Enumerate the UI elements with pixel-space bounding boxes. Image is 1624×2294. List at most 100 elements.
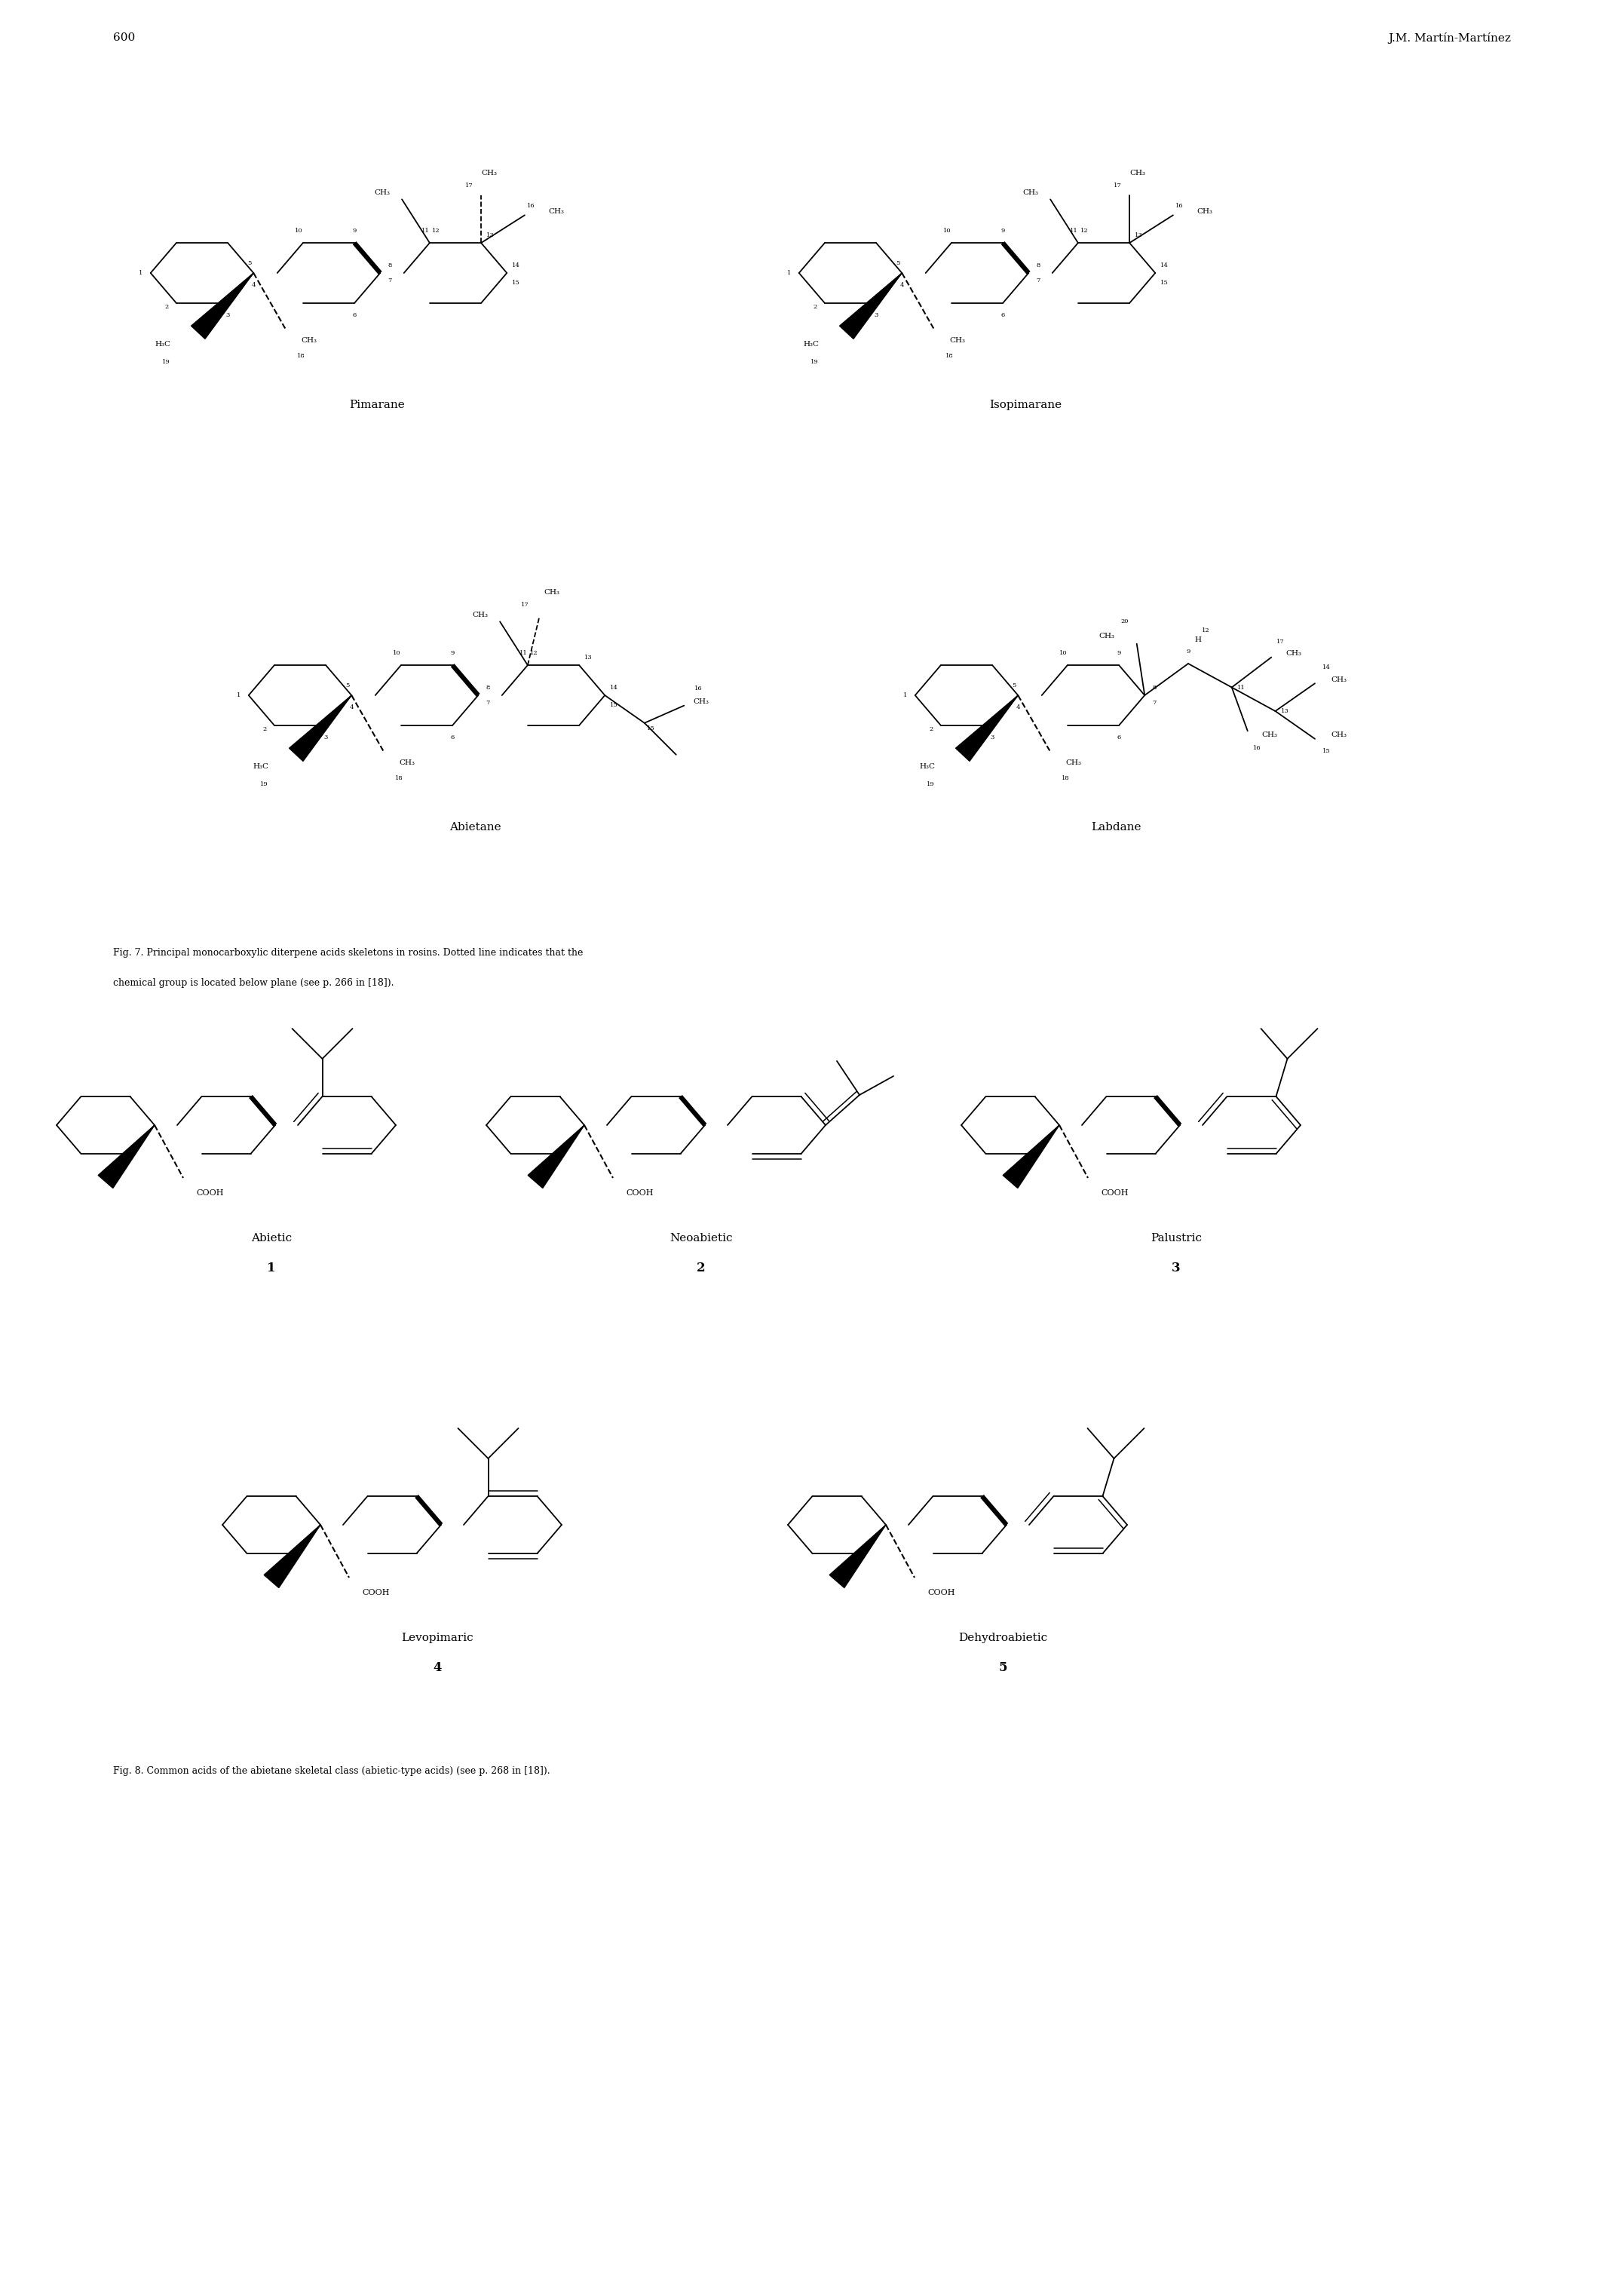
Text: 7: 7: [486, 700, 490, 707]
Text: 13: 13: [585, 654, 593, 661]
Text: 16: 16: [1254, 746, 1262, 752]
Text: 3: 3: [226, 312, 231, 319]
Text: 2: 2: [929, 727, 934, 732]
Text: 9: 9: [450, 649, 455, 656]
Text: 12: 12: [432, 227, 440, 234]
Text: 1: 1: [788, 271, 791, 275]
Text: 9: 9: [1117, 649, 1121, 656]
Text: 7: 7: [388, 278, 391, 284]
Text: Abietane: Abietane: [450, 821, 500, 833]
Text: 18: 18: [1062, 775, 1070, 782]
Text: H₃C: H₃C: [802, 342, 818, 349]
Text: 600: 600: [114, 32, 135, 44]
Text: 5: 5: [896, 262, 900, 266]
Text: 4: 4: [1017, 704, 1020, 711]
Text: COOH: COOH: [362, 1590, 390, 1597]
Text: H₃C: H₃C: [154, 342, 171, 349]
Text: CH₃: CH₃: [1023, 190, 1038, 197]
Text: 8: 8: [1036, 262, 1039, 268]
Text: CH₃: CH₃: [1330, 677, 1346, 684]
Text: COOH: COOH: [1101, 1188, 1129, 1197]
Text: COOH: COOH: [927, 1590, 955, 1597]
Text: 14: 14: [1161, 262, 1169, 268]
Text: COOH: COOH: [197, 1188, 224, 1197]
Text: 4: 4: [900, 282, 905, 287]
Text: 4: 4: [434, 1661, 442, 1675]
Text: 13: 13: [1135, 232, 1143, 239]
Text: Labdane: Labdane: [1091, 821, 1142, 833]
Text: 6: 6: [1117, 734, 1121, 741]
Polygon shape: [1004, 1124, 1059, 1188]
Text: CH₃: CH₃: [1286, 649, 1301, 656]
Text: chemical group is located below plane (see p. 266 in [18]).: chemical group is located below plane (s…: [114, 977, 395, 989]
Text: Abietic: Abietic: [252, 1232, 292, 1243]
Text: 10: 10: [1059, 649, 1067, 656]
Text: COOH: COOH: [625, 1188, 653, 1197]
Polygon shape: [192, 273, 253, 340]
Text: 19: 19: [927, 780, 935, 787]
Text: 9: 9: [1186, 649, 1190, 654]
Polygon shape: [955, 695, 1018, 762]
Text: 14: 14: [611, 684, 619, 690]
Text: 17: 17: [1114, 184, 1122, 188]
Text: 16: 16: [1176, 202, 1184, 209]
Text: 5: 5: [346, 684, 349, 688]
Text: CH₃: CH₃: [300, 337, 317, 344]
Text: 12: 12: [529, 649, 538, 656]
Text: 15: 15: [611, 702, 619, 709]
Text: CH₃: CH₃: [693, 697, 710, 704]
Text: 10: 10: [944, 227, 952, 234]
Text: Palustric: Palustric: [1150, 1232, 1202, 1243]
Text: 1: 1: [140, 271, 143, 275]
Polygon shape: [289, 695, 351, 762]
Text: 2: 2: [697, 1262, 705, 1275]
Text: 13: 13: [487, 232, 495, 239]
Text: CH₃: CH₃: [1197, 209, 1213, 216]
Text: 20: 20: [1121, 619, 1129, 624]
Text: 1: 1: [266, 1262, 276, 1275]
Text: 5: 5: [999, 1661, 1007, 1675]
Text: 14: 14: [1322, 665, 1330, 670]
Text: 4: 4: [252, 282, 255, 287]
Text: CH₃: CH₃: [1065, 759, 1082, 766]
Text: 17: 17: [521, 601, 529, 608]
Text: 2: 2: [263, 727, 266, 732]
Text: 9: 9: [1000, 227, 1005, 234]
Text: CH₃: CH₃: [400, 759, 414, 766]
Text: 12: 12: [1080, 227, 1088, 234]
Text: CH₃: CH₃: [950, 337, 965, 344]
Text: CH₃: CH₃: [1262, 732, 1278, 739]
Text: 10: 10: [296, 227, 304, 234]
Text: 3: 3: [323, 734, 328, 741]
Text: 7: 7: [1036, 278, 1039, 284]
Text: 6: 6: [450, 734, 455, 741]
Text: H: H: [1194, 635, 1202, 642]
Text: 16: 16: [695, 686, 702, 690]
Text: 8: 8: [388, 262, 391, 268]
Text: 16: 16: [526, 202, 534, 209]
Text: J.M. Martín-Martínez: J.M. Martín-Martínez: [1389, 32, 1510, 44]
Text: 2: 2: [814, 305, 817, 310]
Text: H₃C: H₃C: [253, 764, 268, 771]
Text: 4: 4: [349, 704, 354, 711]
Text: 3: 3: [991, 734, 994, 741]
Text: CH₃: CH₃: [374, 190, 390, 197]
Text: 15: 15: [1322, 748, 1330, 755]
Text: 5: 5: [1012, 684, 1017, 688]
Text: CH₃: CH₃: [549, 209, 564, 216]
Text: Levopimaric: Levopimaric: [401, 1633, 473, 1643]
Text: Neoabietic: Neoabietic: [669, 1232, 732, 1243]
Text: 2: 2: [166, 305, 169, 310]
Text: CH₃: CH₃: [544, 590, 559, 596]
Text: 18: 18: [297, 353, 305, 360]
Text: 18: 18: [395, 775, 403, 782]
Text: 1: 1: [903, 693, 908, 697]
Text: 17: 17: [464, 184, 473, 188]
Text: H₃C: H₃C: [919, 764, 935, 771]
Polygon shape: [97, 1124, 154, 1188]
Text: 11: 11: [1070, 227, 1078, 234]
Text: 1: 1: [237, 693, 240, 697]
Text: Isopimarane: Isopimarane: [989, 399, 1062, 411]
Text: 12: 12: [1202, 626, 1210, 633]
Text: Dehydroabietic: Dehydroabietic: [958, 1633, 1047, 1643]
